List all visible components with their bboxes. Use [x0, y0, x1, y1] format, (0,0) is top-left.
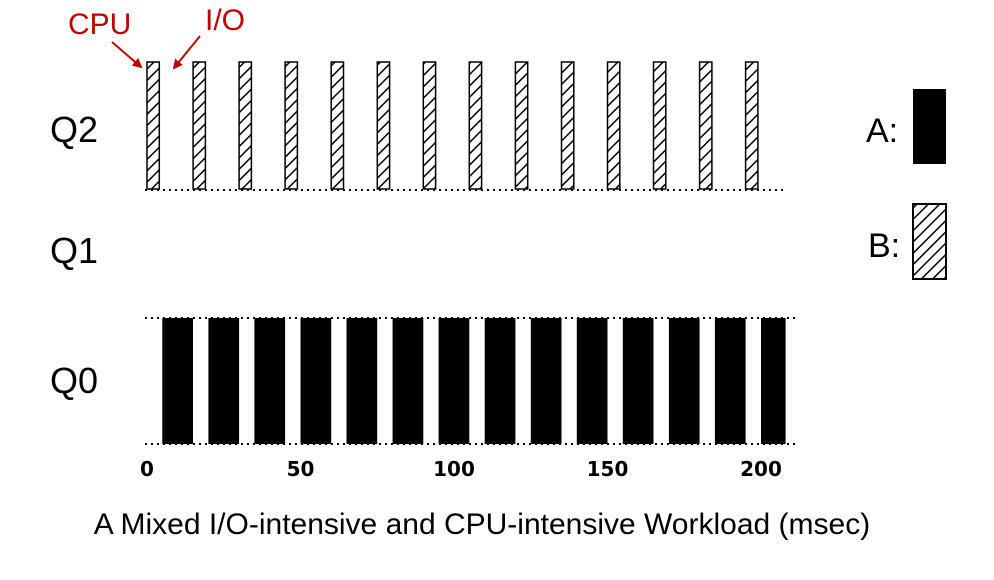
bar-b-8 — [514, 61, 529, 190]
bar-b-10 — [606, 61, 621, 190]
legend-label-b: B: — [868, 227, 900, 265]
queue-label-q2: Q2 — [50, 109, 98, 150]
bar-a-7 — [484, 318, 516, 444]
bar-a-12 — [714, 318, 746, 444]
bar-a-4 — [346, 318, 378, 444]
queue-label-q1: Q1 — [50, 230, 98, 271]
bar-a-0 — [162, 318, 193, 444]
queue-label-q0: Q0 — [50, 360, 98, 401]
annotation-io: I/O — [205, 4, 245, 37]
x-tick-label-0: 0 — [140, 457, 154, 481]
bar-b-7 — [468, 61, 483, 190]
bar-a-6 — [438, 318, 470, 444]
bar-b-3 — [284, 61, 299, 190]
bar-b-13 — [744, 61, 759, 190]
bar-b-4 — [330, 61, 345, 190]
legend-swatch-a — [913, 89, 946, 164]
legend-swatch-b — [912, 203, 947, 280]
bar-b-5 — [376, 61, 391, 190]
x-tick-label-50: 50 — [287, 457, 315, 481]
bar-a-11 — [668, 318, 700, 444]
x-tick-label-100: 100 — [433, 457, 475, 481]
bar-b-6 — [422, 61, 437, 190]
x-axis-ticks: 0 50 100 150 200 — [140, 457, 782, 481]
bar-a-13 — [761, 318, 786, 444]
bar-a-9 — [576, 318, 608, 444]
bar-a-8 — [530, 318, 562, 444]
bar-b-0 — [146, 61, 161, 190]
bar-b-12 — [698, 61, 713, 190]
bar-b-2 — [238, 61, 253, 190]
q0-bars — [162, 318, 786, 444]
bar-a-1 — [208, 318, 240, 444]
bar-b-1 — [192, 61, 207, 190]
x-tick-label-150: 150 — [587, 457, 629, 481]
bar-a-3 — [300, 318, 332, 444]
legend-label-a: A: — [866, 112, 898, 150]
x-tick-label-200: 200 — [740, 457, 782, 481]
bar-a-5 — [392, 318, 424, 444]
annotation-cpu: CPU — [68, 8, 131, 41]
bar-a-10 — [622, 318, 654, 444]
annotation-cpu-arrow — [111, 41, 143, 69]
bar-a-2 — [254, 318, 286, 444]
annotation-io-arrow — [172, 35, 201, 70]
x-axis-label: A Mixed I/O-intensive and CPU-intensive … — [94, 508, 870, 541]
bar-b-9 — [560, 61, 575, 190]
bar-b-11 — [652, 61, 667, 190]
q2-bars — [146, 61, 759, 190]
